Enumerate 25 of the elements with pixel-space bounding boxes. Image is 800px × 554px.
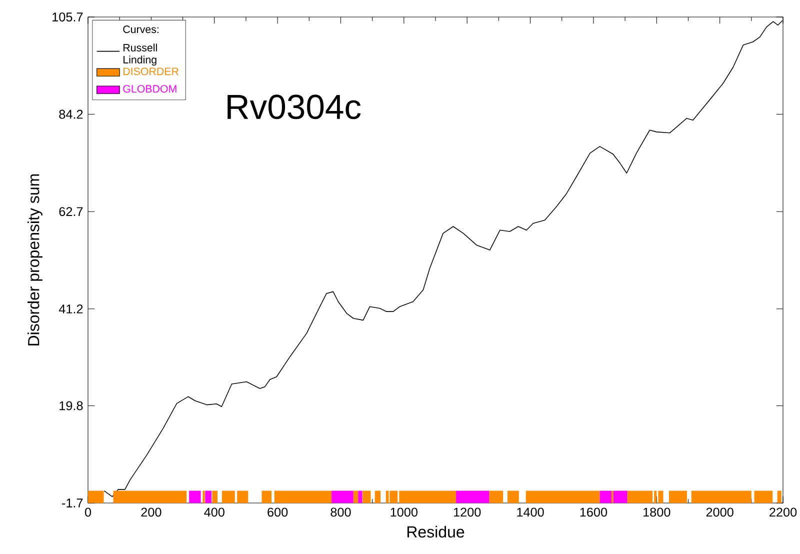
legend-label: Russell Linding: [124, 44, 157, 66]
y-tick-label: 41.2: [58, 304, 83, 314]
x-tick-label: 200: [141, 508, 162, 517]
x-tick-label: 0: [84, 508, 92, 517]
x-tick-label: 600: [268, 508, 288, 517]
annotation: Rv0304c: [228, 94, 361, 120]
x-tick-label: 1000: [390, 508, 418, 517]
x-tick-label: 400: [204, 508, 224, 517]
x-tick-label: 2200: [770, 508, 797, 517]
x-axis-title: Residue: [407, 526, 464, 538]
x-tick-label: 1600: [580, 508, 608, 517]
y-tick-label: 62.7: [59, 207, 83, 216]
x-tick-label: 1800: [644, 508, 670, 517]
y-tick-label: 84.2: [59, 110, 83, 119]
legend-label: DISORDER: [124, 68, 178, 76]
y-tick-label: 19.8: [60, 401, 83, 410]
y-tick-label: 105.7: [52, 12, 83, 22]
x-tick-label: 1200: [454, 508, 481, 517]
y-tick-label: -1.7: [62, 498, 83, 508]
x-tick-label: 2000: [706, 508, 734, 517]
x-tick-label: 800: [330, 508, 351, 517]
y-axis-title: Disorder propensity sum: [28, 174, 42, 346]
legend-label: GLOBDOM: [123, 85, 176, 93]
legend-title: Curves:: [123, 26, 158, 34]
x-tick-label: 1400: [517, 508, 544, 517]
